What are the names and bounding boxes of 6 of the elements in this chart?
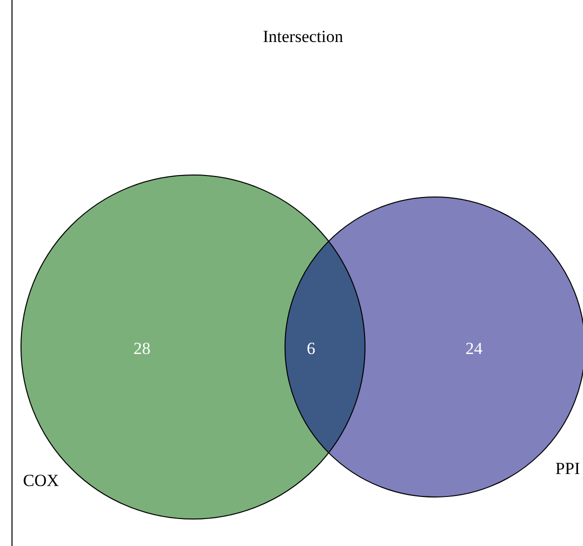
category-label: COX xyxy=(23,470,59,490)
data-label: 28 xyxy=(134,338,150,358)
data-label: 24 xyxy=(466,338,483,358)
text: Intersection xyxy=(262,26,344,46)
data-label: 6 xyxy=(306,338,316,358)
category-label: PPI xyxy=(555,458,580,478)
